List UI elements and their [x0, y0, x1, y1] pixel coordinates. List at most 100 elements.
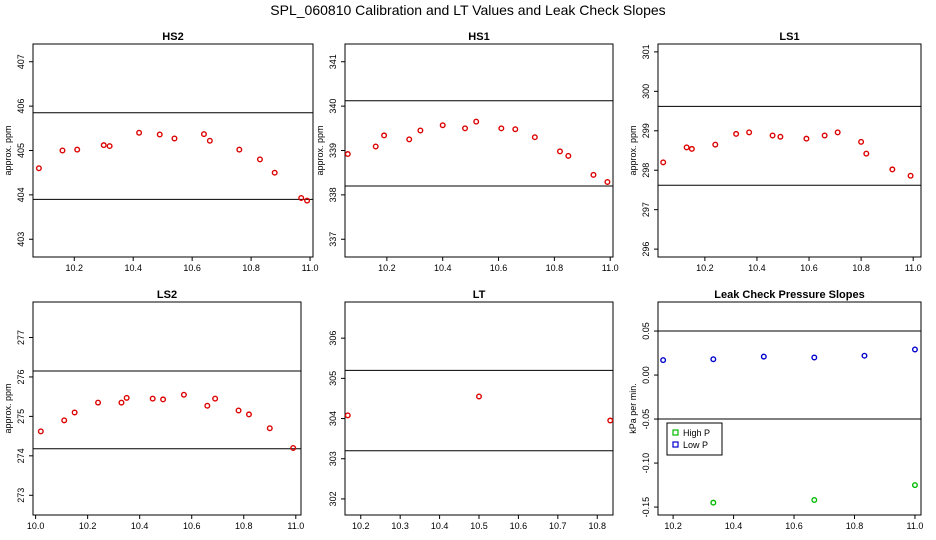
y-tick-label-neg0_05: -0.05: [641, 409, 651, 430]
y-axis-label: approx. ppm: [315, 125, 325, 175]
data-point-low-p-5: [861, 352, 868, 359]
data-point-series-7: [769, 132, 776, 139]
data-point-series-10: [821, 132, 828, 139]
data-point-series-11: [834, 129, 841, 136]
data-point-series-4: [712, 141, 719, 148]
panel-1: HS2 10.2 10.4 10.6 10.8 11.0 403 404 405 406 407 ap…: [3, 31, 318, 273]
data-point-series-12: [556, 148, 563, 155]
data-point-series-1: [344, 412, 351, 419]
x-tick-label-10_7: 10.7: [549, 521, 567, 531]
data-point-series-2: [476, 393, 483, 400]
data-point-series-4: [406, 136, 413, 143]
plot-frame: [32, 301, 302, 516]
y-tick-label-337: 337: [328, 232, 338, 247]
data-point-series-8: [777, 133, 784, 140]
legend-marker-low-p: [672, 441, 679, 448]
data-point-series-7: [149, 395, 156, 402]
data-point-series-2: [61, 417, 68, 424]
data-point-series-7: [462, 125, 469, 132]
data-point-series-14: [298, 194, 305, 201]
y-tick-label-273: 273: [16, 488, 26, 503]
panel-title: Leak Check Pressure Slopes: [714, 289, 864, 301]
data-point-series-10: [512, 126, 519, 133]
data-point-high-p-3: [911, 482, 918, 489]
y-tick-label-403: 403: [16, 232, 26, 247]
y-tick-label-407: 407: [16, 54, 26, 69]
y-tick-label-0_05: 0.05: [641, 322, 651, 340]
data-point-series-15: [304, 197, 311, 204]
x-tick-label-10_3: 10.3: [391, 521, 409, 531]
data-point-series-3: [688, 145, 695, 152]
data-point-series-9: [180, 391, 187, 398]
x-tick-label-10_2: 10.2: [352, 521, 370, 531]
data-point-series-11: [212, 395, 219, 402]
data-point-series-10: [204, 402, 211, 409]
x-tick-label-10_4: 10.4: [131, 521, 149, 531]
x-tick-label-10_2: 10.2: [65, 263, 83, 273]
x-tick-label-10_6: 10.6: [800, 263, 818, 273]
data-point-low-p-4: [811, 354, 818, 361]
legend-label-high-p: High P: [683, 428, 710, 438]
y-tick-label-405: 405: [16, 143, 26, 158]
data-point-low-p-1: [660, 357, 667, 364]
panel-title: LS2: [157, 289, 177, 301]
data-point-low-p-6: [911, 346, 918, 353]
y-tick-label-341: 341: [328, 54, 338, 69]
x-tick-label-10_4: 10.4: [434, 263, 452, 273]
panels: HS2 10.2 10.4 10.6 10.8 11.0 403 404 405 406 407 ap…: [3, 31, 923, 531]
panel-3: LS1 10.2 10.4 10.6 10.8 11.0 296 297 298 299 300 30…: [628, 31, 922, 273]
x-tick-label-10_8: 10.8: [242, 263, 260, 273]
panel-5: LT 10.2 10.3 10.4 10.5 10.6 10.7 10.8 302 303 304 3…: [328, 289, 614, 531]
data-point-low-p-3: [760, 353, 767, 360]
data-point-series-8: [473, 118, 480, 125]
y-tick-label-338: 338: [328, 187, 338, 202]
legend-label-low-p: Low P: [683, 440, 708, 450]
data-point-series-12: [858, 138, 865, 145]
legend: High P Low P: [666, 422, 723, 456]
x-tick-label-10_6: 10.6: [785, 521, 803, 531]
legend-marker-high-p: [672, 429, 679, 436]
data-point-series-1: [37, 428, 44, 435]
x-tick-label-10_8: 10.8: [846, 521, 864, 531]
y-tick-label-339: 339: [328, 143, 338, 158]
y-tick-label-340: 340: [328, 99, 338, 114]
panel-title: LT: [473, 289, 486, 301]
x-tick-label-11: 11.0: [287, 521, 304, 531]
data-point-series-2: [59, 147, 66, 154]
panel-2: HS1 10.2 10.4 10.6 10.8 11.0 337 338 339 340 341 ap…: [315, 31, 619, 273]
data-point-series-4: [100, 142, 107, 149]
x-tick-label-11: 11.0: [907, 521, 924, 531]
y-tick-label-303: 303: [328, 451, 338, 466]
data-point-series-13: [863, 150, 870, 157]
plot-frame: [657, 43, 922, 258]
data-point-low-p-2: [710, 356, 717, 363]
y-tick-label-275: 275: [16, 409, 26, 424]
x-tick-label-11: 11.0: [302, 263, 319, 273]
data-point-series-12: [235, 407, 242, 414]
data-point-series-7: [156, 131, 163, 138]
x-tick-label-10_8: 10.8: [235, 521, 253, 531]
data-point-high-p-2: [811, 497, 818, 504]
data-point-series-13: [245, 411, 252, 418]
data-point-series-9: [803, 135, 810, 142]
data-point-series-1: [35, 165, 42, 172]
x-tick-label-10_8: 10.8: [588, 521, 606, 531]
x-tick-label-10_2: 10.2: [664, 521, 682, 531]
data-point-series-8: [171, 135, 178, 142]
x-tick-label-10_4: 10.4: [431, 521, 449, 531]
data-point-series-8: [160, 396, 167, 403]
y-tick-label-neg0_1: -0.10: [641, 453, 651, 474]
data-point-series-3: [71, 409, 78, 416]
x-tick-label-10_6: 10.6: [183, 521, 201, 531]
data-point-series-5: [733, 130, 740, 137]
x-tick-label-11: 11.0: [602, 263, 619, 273]
x-tick-label-10_5: 10.5: [470, 521, 488, 531]
y-tick-label-406: 406: [16, 99, 26, 114]
y-tick-label-277: 277: [16, 330, 26, 345]
data-point-series-12: [256, 156, 263, 163]
y-axis-label: approx. ppm: [3, 383, 13, 433]
figure-title: SPL_060810 Calibration and LT Values and…: [270, 2, 665, 18]
y-tick-label-300: 300: [641, 84, 651, 99]
data-point-series-1: [344, 151, 351, 158]
x-tick-label-10_6: 10.6: [183, 263, 201, 273]
